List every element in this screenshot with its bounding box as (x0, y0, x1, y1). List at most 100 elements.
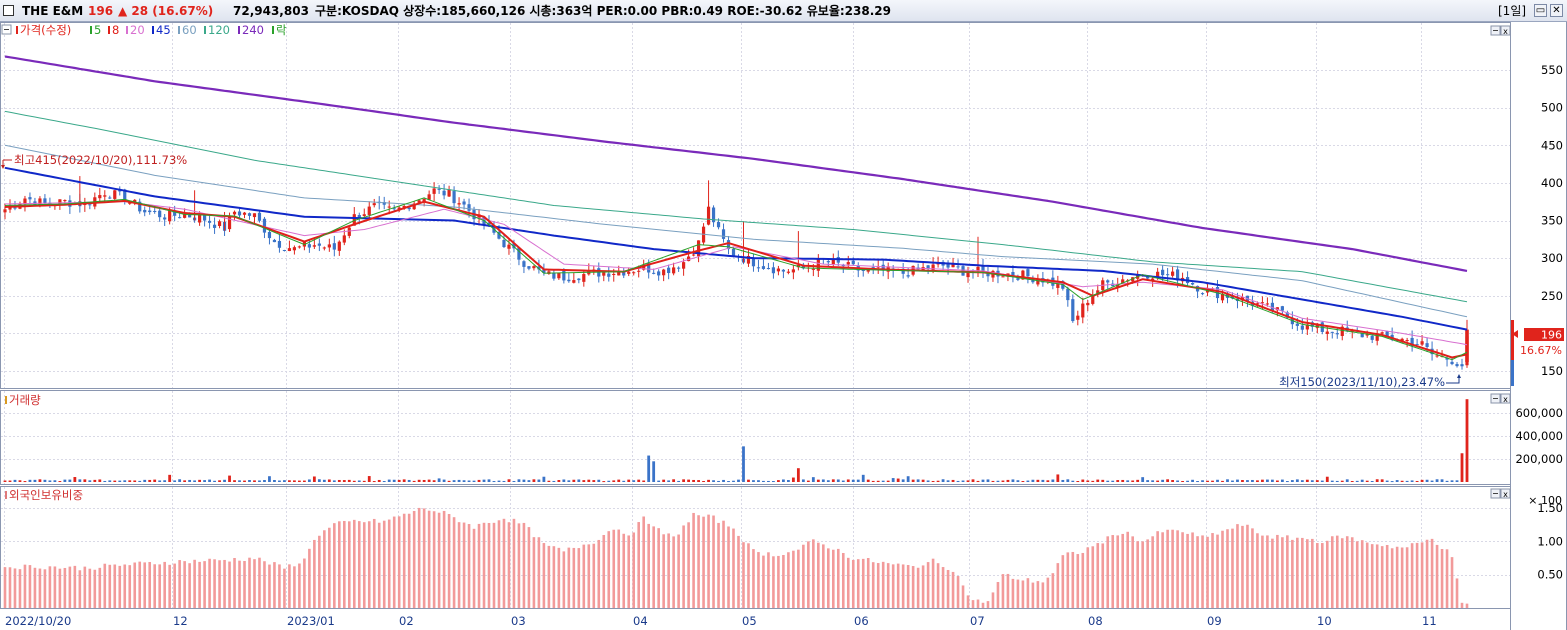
foreign-ratio-bar (1181, 532, 1184, 608)
volume-bar (1340, 480, 1344, 482)
close-icon[interactable]: ✕ (1550, 4, 1563, 17)
foreign-ratio-bar (1111, 535, 1115, 608)
volume-bar (1290, 480, 1294, 482)
candle-body (88, 204, 92, 206)
volume-bar (1241, 480, 1244, 482)
foreign-ratio-bar (153, 564, 156, 608)
candle-body (297, 246, 301, 248)
foreign-ratio-bar (1066, 552, 1070, 608)
volume-bar (722, 479, 725, 482)
foreign-ratio-bar (173, 563, 176, 608)
volume-bar (572, 479, 576, 482)
foreign-ratio-bar (876, 563, 880, 608)
volume-unit-label: × 100 (1528, 494, 1562, 507)
foreign-ratio-bar (1161, 532, 1164, 608)
volume-bar (1445, 480, 1449, 482)
foreign-ratio-bar (1021, 580, 1025, 608)
foreign-ratio-bar (293, 566, 296, 608)
candle-body (277, 240, 282, 248)
candle-body (981, 265, 985, 271)
volume-bar (1206, 480, 1209, 482)
volume-bar (1116, 480, 1120, 482)
foreign-ratio-bar (123, 564, 127, 608)
volume-bar (228, 475, 231, 482)
candle-body (866, 268, 870, 272)
candle-body (1190, 282, 1195, 285)
low-annotation: 최저150(2023/11/10),23.47% (1279, 374, 1461, 389)
foreign-ratio-bar (73, 565, 77, 608)
volume-bar (1041, 479, 1045, 482)
foreign-ratio-bar (832, 549, 835, 608)
foreign-ratio-bar (1041, 582, 1045, 608)
period-selector[interactable]: [1일] (1498, 4, 1527, 18)
candle-body (148, 210, 152, 213)
foreign-ratio-bar (951, 571, 955, 608)
foreign-ratio-bar (472, 528, 476, 608)
volume-bar (437, 478, 441, 482)
candle-body (312, 245, 316, 247)
current-price: 196 (88, 4, 114, 18)
foreign-ratio-bar (1136, 541, 1139, 608)
volume-bar (1046, 480, 1050, 482)
volume-bar (492, 481, 496, 483)
candle-body (751, 257, 756, 267)
volume-bar (861, 474, 865, 482)
foreign-ratio-bar (103, 563, 107, 608)
candle-body (1455, 364, 1459, 367)
candle-body (1385, 331, 1389, 337)
volume-bar (1156, 480, 1160, 482)
volume-bar (322, 479, 326, 482)
foreign-ratio-bar (392, 516, 396, 608)
candle-body (647, 263, 651, 273)
volume-bar (577, 479, 581, 482)
foreign-ratio-bar (672, 536, 675, 608)
foreign-ratio-bar (632, 532, 636, 608)
foreign-ratio-bar (1410, 543, 1414, 608)
foreign-ratio-bar (263, 561, 266, 608)
volume-bar (402, 479, 406, 482)
volume-bar (297, 480, 301, 482)
foreign-ratio-bar (43, 569, 47, 608)
candle-body (1156, 271, 1160, 279)
volume-bar (1251, 479, 1254, 482)
foreign-ratio-bar (637, 522, 640, 608)
candle-body (442, 190, 446, 196)
volume-bar (891, 478, 895, 482)
volume-bar (871, 480, 875, 482)
foreign-ratio-bar (627, 535, 631, 608)
foreign-ratio-bar (118, 565, 122, 608)
volume-bar (762, 480, 765, 482)
volume-bar (527, 480, 531, 482)
foreign-ratio-bar (33, 567, 37, 608)
candle-body (761, 266, 766, 269)
candle-body (212, 224, 217, 228)
foreign-ratio-bar (777, 555, 780, 608)
foreign-ratio-bar (427, 510, 431, 608)
foreign-ratio-bar (1086, 547, 1090, 608)
volume-bar (1335, 480, 1339, 482)
legend-label: 60 (182, 23, 197, 37)
panel-buttons[interactable]: x x x (1490, 25, 1511, 499)
restore-icon[interactable]: ▭ (1534, 4, 1547, 17)
candle-body (986, 272, 990, 277)
candle-body (607, 273, 611, 277)
candle-body (183, 213, 187, 218)
foreign-ratio-bar (936, 563, 940, 608)
volume-bar (372, 481, 376, 483)
foreign-ratio-bar (752, 549, 755, 608)
volume-bar (1151, 480, 1155, 482)
legend-label: 8 (112, 23, 119, 37)
foreign-ratio-bar (841, 552, 845, 608)
candle-body (682, 262, 686, 269)
volume-bar (1270, 479, 1274, 482)
volume-bar (1400, 480, 1404, 482)
volume-bar (253, 480, 256, 482)
volume-bar (1091, 480, 1095, 482)
foreign-ratio-bar (357, 521, 361, 608)
volume-bar (1196, 481, 1199, 483)
price-range-marker (1511, 320, 1514, 360)
foreign-ratio-bar (1425, 539, 1429, 608)
foreign-ratio-bar (422, 508, 426, 608)
volume-bar (68, 479, 72, 482)
checkbox[interactable] (3, 5, 14, 16)
